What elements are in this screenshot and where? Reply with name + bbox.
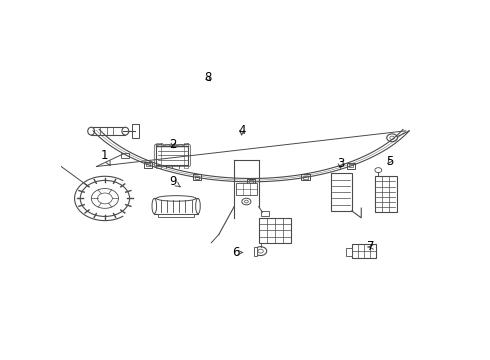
Ellipse shape	[196, 198, 200, 214]
Ellipse shape	[122, 127, 129, 135]
Text: 5: 5	[386, 154, 393, 167]
Text: 8: 8	[204, 71, 211, 84]
Ellipse shape	[88, 127, 95, 135]
Text: 2: 2	[170, 138, 177, 151]
Bar	[249, 180, 253, 183]
Circle shape	[51, 159, 60, 166]
Bar	[259, 218, 291, 243]
Circle shape	[375, 168, 382, 173]
Ellipse shape	[156, 196, 196, 201]
Bar	[184, 143, 189, 168]
Bar	[146, 163, 150, 166]
Bar	[349, 164, 353, 167]
Bar	[195, 176, 199, 179]
Circle shape	[387, 134, 397, 142]
Bar	[132, 124, 139, 138]
Bar	[303, 176, 308, 179]
Bar	[193, 174, 201, 180]
Bar	[154, 198, 198, 214]
Circle shape	[242, 198, 251, 205]
Text: 9: 9	[170, 175, 180, 188]
Bar	[158, 214, 194, 217]
Bar	[352, 244, 376, 258]
Bar	[144, 162, 152, 168]
Bar	[331, 174, 352, 211]
Circle shape	[91, 189, 119, 208]
Bar	[91, 127, 125, 135]
Text: 4: 4	[238, 124, 245, 137]
Bar	[374, 176, 396, 212]
Bar	[301, 174, 310, 180]
Bar	[121, 153, 129, 158]
Bar	[347, 163, 355, 169]
Bar	[156, 143, 161, 168]
Bar	[254, 247, 257, 256]
Bar	[236, 184, 257, 194]
Text: 7: 7	[367, 240, 374, 253]
Ellipse shape	[152, 198, 157, 214]
Text: 6: 6	[232, 246, 243, 259]
Bar	[156, 146, 189, 165]
Text: 3: 3	[337, 157, 344, 170]
Bar	[247, 179, 255, 185]
Circle shape	[80, 180, 129, 216]
Text: 1: 1	[101, 149, 110, 166]
Circle shape	[254, 247, 267, 256]
Bar	[346, 248, 352, 256]
Bar	[261, 211, 269, 216]
